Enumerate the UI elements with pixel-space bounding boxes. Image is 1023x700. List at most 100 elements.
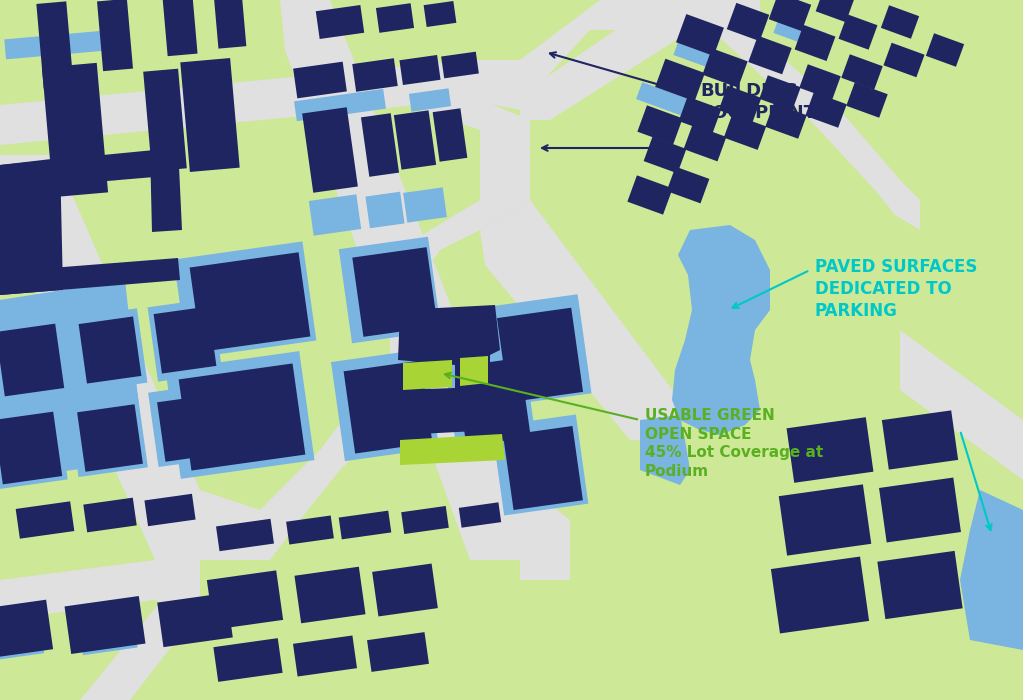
Polygon shape [158, 593, 233, 648]
Polygon shape [302, 107, 358, 192]
Polygon shape [627, 175, 673, 215]
Polygon shape [0, 258, 180, 295]
Polygon shape [881, 6, 919, 38]
Polygon shape [339, 510, 391, 540]
Polygon shape [344, 360, 433, 454]
Polygon shape [488, 294, 591, 406]
Polygon shape [286, 515, 333, 545]
Polygon shape [365, 192, 404, 228]
Polygon shape [640, 415, 690, 485]
Polygon shape [352, 58, 398, 92]
Polygon shape [846, 83, 888, 118]
Polygon shape [791, 495, 864, 551]
Text: BUILDING
FOOTPRINTS: BUILDING FOOTPRINTS [700, 82, 829, 122]
Polygon shape [0, 280, 145, 480]
Polygon shape [0, 158, 63, 295]
Polygon shape [150, 145, 182, 232]
Polygon shape [309, 195, 361, 236]
Polygon shape [179, 363, 305, 470]
Polygon shape [643, 136, 686, 174]
Polygon shape [293, 636, 357, 676]
Polygon shape [0, 619, 44, 661]
Polygon shape [878, 551, 963, 619]
Polygon shape [77, 405, 143, 472]
Polygon shape [216, 519, 274, 551]
Polygon shape [0, 400, 68, 490]
Polygon shape [748, 36, 792, 74]
Polygon shape [960, 490, 1023, 650]
Polygon shape [401, 506, 449, 534]
Polygon shape [889, 561, 957, 615]
Polygon shape [80, 560, 201, 700]
Polygon shape [718, 85, 761, 122]
Polygon shape [841, 55, 883, 90]
Polygon shape [424, 1, 456, 27]
Polygon shape [394, 111, 436, 169]
Polygon shape [784, 567, 862, 629]
Polygon shape [640, 0, 920, 230]
Polygon shape [79, 316, 141, 384]
Polygon shape [294, 62, 347, 98]
Polygon shape [0, 323, 64, 396]
Polygon shape [470, 0, 660, 95]
Polygon shape [703, 48, 748, 88]
Polygon shape [180, 58, 239, 172]
Polygon shape [678, 97, 721, 134]
Polygon shape [42, 63, 108, 197]
Polygon shape [147, 298, 222, 382]
Polygon shape [331, 349, 439, 461]
Polygon shape [143, 69, 187, 172]
Polygon shape [308, 578, 358, 617]
Polygon shape [458, 503, 501, 528]
Polygon shape [73, 308, 147, 392]
Polygon shape [0, 148, 178, 190]
Polygon shape [166, 351, 314, 479]
Polygon shape [672, 225, 770, 435]
Polygon shape [37, 1, 74, 89]
Polygon shape [455, 358, 531, 446]
Polygon shape [884, 43, 925, 77]
Polygon shape [398, 305, 502, 435]
Polygon shape [0, 600, 53, 660]
Polygon shape [444, 347, 536, 453]
Polygon shape [385, 575, 431, 611]
Polygon shape [441, 52, 479, 78]
Polygon shape [768, 0, 811, 31]
Polygon shape [726, 3, 769, 41]
Polygon shape [0, 60, 520, 145]
Polygon shape [673, 38, 726, 72]
Polygon shape [480, 200, 680, 440]
Polygon shape [779, 484, 872, 556]
Polygon shape [893, 421, 952, 466]
Polygon shape [69, 393, 148, 477]
Polygon shape [201, 95, 530, 560]
Polygon shape [316, 5, 364, 39]
Polygon shape [295, 567, 365, 623]
Polygon shape [839, 14, 878, 50]
Polygon shape [900, 330, 1023, 480]
Polygon shape [148, 383, 228, 467]
Polygon shape [636, 82, 694, 118]
Polygon shape [64, 596, 145, 654]
Polygon shape [409, 88, 451, 112]
Polygon shape [765, 104, 807, 139]
Polygon shape [0, 560, 201, 620]
Polygon shape [403, 360, 452, 390]
Polygon shape [83, 498, 137, 532]
Polygon shape [294, 89, 386, 121]
Polygon shape [787, 417, 874, 483]
Polygon shape [4, 31, 105, 60]
Polygon shape [815, 0, 854, 22]
Polygon shape [280, 0, 520, 560]
Polygon shape [771, 556, 870, 634]
Polygon shape [189, 252, 310, 351]
Polygon shape [700, 0, 760, 30]
Polygon shape [683, 125, 726, 162]
Polygon shape [759, 76, 801, 111]
Polygon shape [497, 308, 583, 402]
Polygon shape [214, 638, 282, 682]
Polygon shape [158, 394, 223, 462]
Polygon shape [667, 167, 709, 204]
Polygon shape [174, 241, 316, 358]
Polygon shape [879, 477, 961, 542]
